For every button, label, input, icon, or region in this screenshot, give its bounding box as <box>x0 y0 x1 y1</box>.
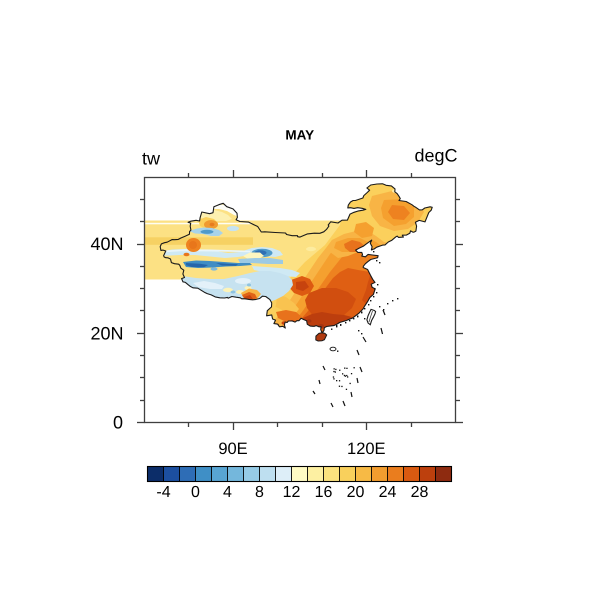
svg-text:16: 16 <box>315 484 333 501</box>
svg-text:20N: 20N <box>90 323 123 343</box>
svg-text:120E: 120E <box>347 440 386 458</box>
svg-text:-4: -4 <box>156 484 170 501</box>
svg-text:20: 20 <box>347 484 365 501</box>
svg-text:0: 0 <box>113 412 123 432</box>
svg-text:8: 8 <box>255 484 264 501</box>
svg-text:0: 0 <box>191 484 200 501</box>
svg-text:24: 24 <box>379 484 397 501</box>
svg-text:28: 28 <box>411 484 429 501</box>
svg-text:4: 4 <box>223 484 232 501</box>
svg-text:90E: 90E <box>218 440 247 458</box>
svg-text:40N: 40N <box>90 234 123 254</box>
svg-text:MAY: MAY <box>285 128 314 143</box>
svg-text:degC: degC <box>414 146 457 166</box>
svg-text:tw: tw <box>142 149 161 169</box>
svg-text:12: 12 <box>283 484 301 501</box>
